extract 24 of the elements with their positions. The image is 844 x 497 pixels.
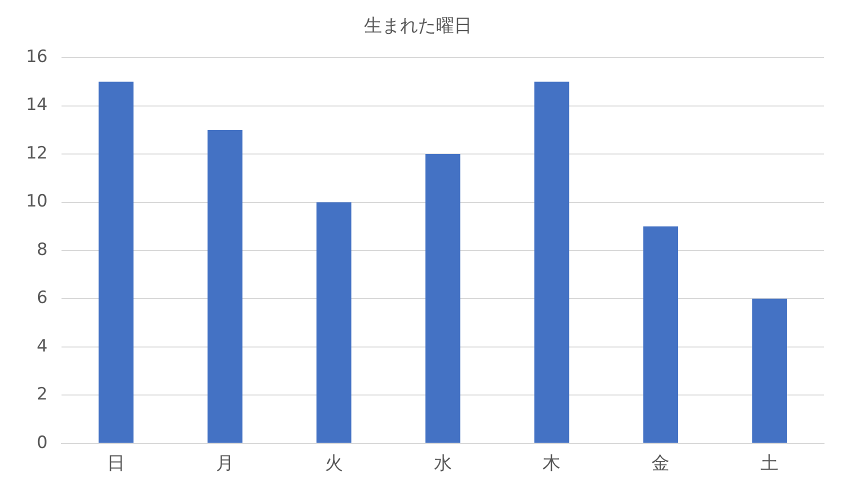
bar [208, 130, 242, 443]
bar [534, 82, 570, 443]
x-tick-label: 金 [652, 452, 670, 474]
bar [425, 154, 460, 443]
bar [98, 82, 134, 443]
bar [643, 226, 678, 443]
y-tick-label: 14 [26, 95, 48, 116]
x-tick-label: 火 [324, 452, 343, 474]
bar [316, 202, 352, 443]
y-tick-label: 6 [36, 288, 48, 308]
y-tick-label: 4 [36, 336, 48, 356]
x-tick-label: 水 [434, 452, 452, 474]
bar [752, 298, 787, 443]
y-tick-label: 8 [36, 240, 48, 260]
y-tick-label: 10 [26, 192, 48, 212]
chart-title: 生まれた曜日 [364, 15, 472, 36]
y-tick-label: 0 [36, 432, 48, 453]
y-tick-label: 2 [36, 384, 48, 405]
y-tick-label: 16 [26, 47, 48, 68]
x-tick-label: 木 [542, 452, 561, 474]
y-tick-label: 12 [26, 143, 48, 164]
x-tick-label: 土 [760, 452, 779, 474]
x-tick-label: 日 [107, 452, 126, 474]
x-tick-label: 月 [216, 452, 234, 474]
